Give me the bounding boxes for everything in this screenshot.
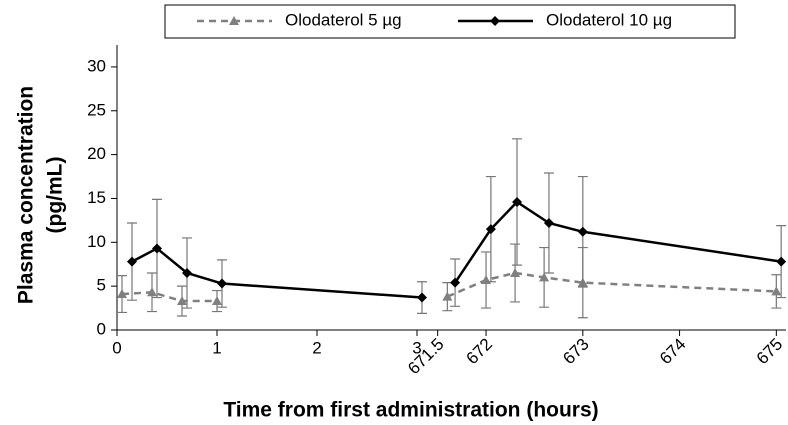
- marker: [776, 256, 787, 267]
- marker: [217, 278, 227, 289]
- marker: [543, 218, 554, 229]
- series-line: [121, 291, 217, 303]
- x-axis-label: Time from first administration (hours): [223, 399, 598, 422]
- marker: [177, 296, 187, 306]
- marker: [539, 272, 550, 282]
- marker: [147, 287, 157, 297]
- x-tick-label: 671.5: [404, 335, 448, 379]
- legend-label: Olodaterol 5 µg: [285, 10, 402, 29]
- marker: [485, 224, 496, 235]
- marker: [117, 289, 127, 299]
- y-tick-label: 30: [87, 56, 106, 75]
- series-line: [454, 200, 782, 284]
- series-line: [131, 246, 423, 299]
- y-tick-label: 0: [97, 319, 106, 338]
- marker: [182, 268, 192, 278]
- y-tick-label: 25: [87, 100, 106, 119]
- marker: [417, 292, 427, 303]
- marker: [481, 275, 492, 285]
- x-tick-label: 1: [212, 338, 221, 357]
- x-tick-label: 673: [559, 335, 592, 368]
- y-tick-label: 5: [97, 276, 106, 295]
- marker: [229, 16, 239, 25]
- marker: [771, 286, 782, 296]
- marker: [127, 256, 137, 267]
- series-line: [446, 271, 777, 298]
- y-tick-label: 20: [87, 144, 106, 163]
- x-tick-label: 675: [753, 335, 786, 368]
- x-tick-label: 672: [463, 335, 496, 368]
- marker: [510, 268, 521, 277]
- y-axis-label: (pg/mL): [44, 157, 67, 234]
- marker: [152, 243, 162, 254]
- x-tick-label: 0: [112, 338, 121, 357]
- marker: [442, 291, 453, 301]
- marker: [512, 196, 523, 207]
- marker: [577, 226, 588, 237]
- marker: [490, 16, 500, 26]
- marker: [450, 277, 461, 288]
- y-tick-label: 10: [87, 232, 106, 251]
- legend-label: Olodaterol 10 µg: [546, 10, 672, 29]
- y-tick-label: 15: [87, 188, 106, 207]
- x-tick-label: 674: [656, 335, 689, 368]
- y-axis-label: Plasma concentration: [15, 86, 38, 304]
- x-tick-label: 2: [312, 338, 321, 357]
- x-tick-label: 3: [412, 338, 421, 357]
- marker: [212, 296, 222, 306]
